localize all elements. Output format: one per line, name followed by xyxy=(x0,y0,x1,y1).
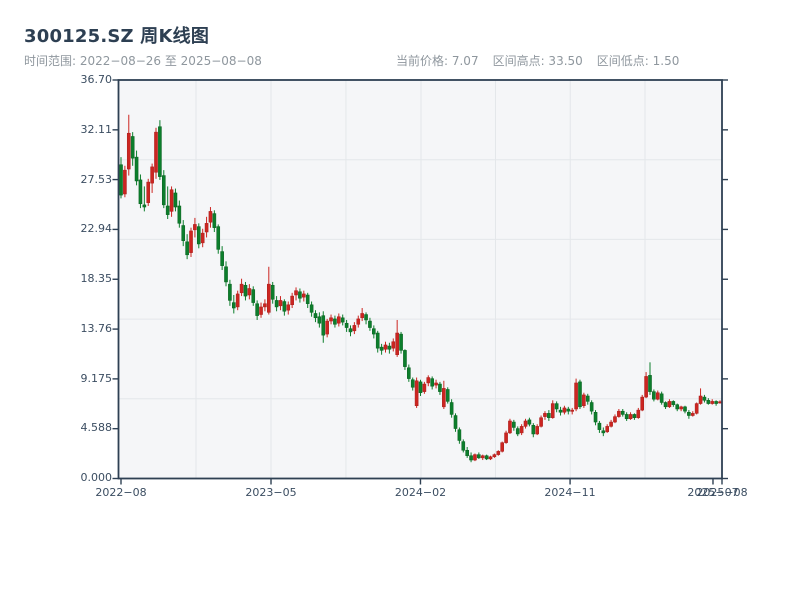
page-title: 300125.SZ 周K线图 xyxy=(24,26,210,47)
range-high-label: 区间高点: 33.50 xyxy=(492,54,583,68)
x-tick-label: 2024−11 xyxy=(544,486,596,499)
x-tick-label: 2025−08 xyxy=(696,486,748,499)
x-tick-label: 2023−05 xyxy=(245,486,297,499)
y-tick-label: 0.000 xyxy=(80,471,113,484)
y-tick-label: 13.76 xyxy=(80,321,113,335)
y-tick-label: 9.175 xyxy=(80,371,113,385)
x-tick-label: 2025−07 xyxy=(687,486,739,499)
y-tick-label: 4.588 xyxy=(80,421,113,435)
y-tick-label: 18.35 xyxy=(80,272,113,285)
y-tick-label: 27.53 xyxy=(80,172,113,186)
price-summary: 当前价格: 7.07 区间高点: 33.50 区间低点: 1.50 xyxy=(396,52,693,69)
range-low-label: 区间低点: 1.50 xyxy=(596,54,680,68)
y-tick-label: 32.11 xyxy=(80,122,113,136)
x-tick-label: 2024−02 xyxy=(394,486,447,499)
x-tick-label: 2022−08 xyxy=(95,486,147,499)
y-tick-label: 36.70 xyxy=(80,73,113,86)
time-range-label: 时间范围: 2022−08−26 至 2025−08−08 xyxy=(24,54,262,68)
current-price-label: 当前价格: 7.07 xyxy=(396,54,479,68)
y-tick-label: 22.94 xyxy=(80,222,113,236)
candles xyxy=(119,114,722,463)
